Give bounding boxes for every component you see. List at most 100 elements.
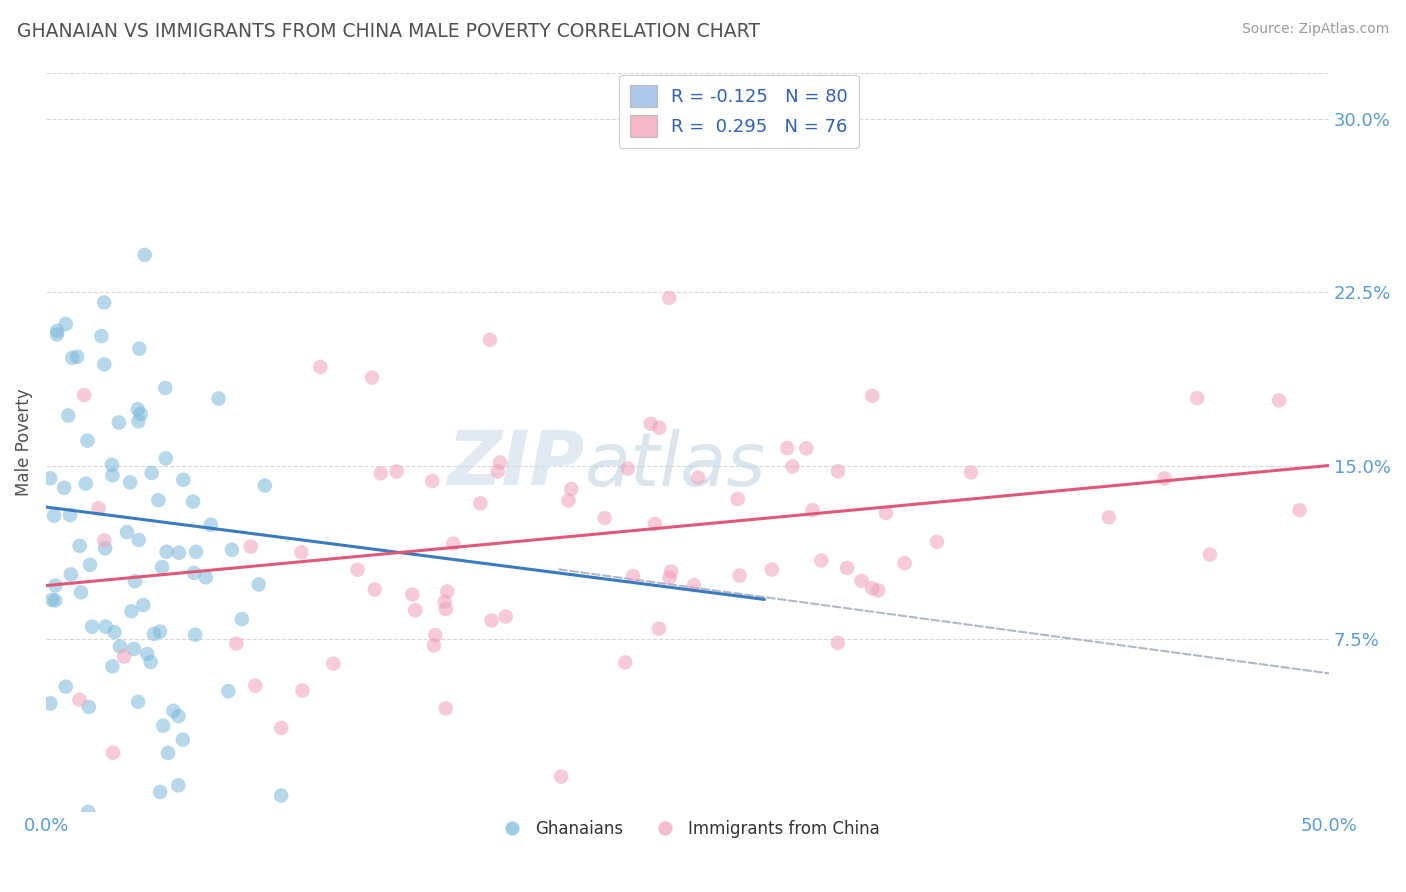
Point xyxy=(101,458,124,472)
Text: Source: ZipAtlas.com: Source: ZipAtlas.com xyxy=(1241,22,1389,37)
Point xyxy=(73,388,96,402)
Point xyxy=(231,612,253,626)
Point xyxy=(134,248,156,262)
Point xyxy=(363,582,385,597)
Point xyxy=(640,417,662,431)
Point xyxy=(827,464,849,478)
Point xyxy=(87,501,110,516)
Point xyxy=(127,414,149,428)
Point xyxy=(614,656,637,670)
Point xyxy=(851,574,873,588)
Point xyxy=(481,614,503,628)
Point xyxy=(1288,503,1310,517)
Point xyxy=(1199,548,1222,562)
Point xyxy=(42,508,65,523)
Point xyxy=(346,563,368,577)
Point xyxy=(55,680,77,694)
Point xyxy=(94,541,117,556)
Point xyxy=(69,539,91,553)
Point xyxy=(127,695,149,709)
Point xyxy=(648,622,671,636)
Point xyxy=(44,593,66,607)
Point xyxy=(434,701,457,715)
Point xyxy=(162,704,184,718)
Point xyxy=(686,470,709,484)
Point xyxy=(120,604,142,618)
Point xyxy=(370,467,392,481)
Point xyxy=(194,570,217,584)
Point xyxy=(69,692,91,706)
Point xyxy=(167,778,190,792)
Point xyxy=(53,481,76,495)
Point xyxy=(593,511,616,525)
Point xyxy=(925,534,948,549)
Point xyxy=(1185,391,1208,405)
Point xyxy=(727,491,749,506)
Point xyxy=(207,392,229,406)
Y-axis label: Male Poverty: Male Poverty xyxy=(15,389,32,496)
Point xyxy=(420,474,443,488)
Point xyxy=(644,516,666,531)
Point xyxy=(385,465,408,479)
Point xyxy=(245,679,267,693)
Point xyxy=(60,351,83,365)
Point xyxy=(782,459,804,474)
Point xyxy=(181,494,204,508)
Point xyxy=(486,465,509,479)
Point xyxy=(132,598,155,612)
Point xyxy=(77,700,100,714)
Point xyxy=(143,627,166,641)
Point xyxy=(425,628,447,642)
Point xyxy=(658,291,681,305)
Point xyxy=(683,578,706,592)
Point xyxy=(101,468,124,483)
Point xyxy=(183,566,205,580)
Point xyxy=(122,642,145,657)
Point xyxy=(76,434,98,448)
Point xyxy=(290,545,312,559)
Text: atlas: atlas xyxy=(585,428,766,500)
Point xyxy=(960,466,983,480)
Point xyxy=(103,625,125,640)
Point xyxy=(860,389,883,403)
Point xyxy=(291,683,314,698)
Point xyxy=(761,562,783,576)
Point xyxy=(127,402,149,417)
Point xyxy=(124,574,146,589)
Point xyxy=(108,416,131,430)
Point xyxy=(253,478,276,492)
Point xyxy=(128,342,150,356)
Point xyxy=(94,619,117,633)
Point xyxy=(441,536,464,550)
Point xyxy=(776,441,799,455)
Point xyxy=(557,493,579,508)
Point xyxy=(860,581,883,595)
Point xyxy=(93,533,115,548)
Point xyxy=(108,640,131,654)
Point xyxy=(101,659,124,673)
Point xyxy=(221,542,243,557)
Point xyxy=(149,785,172,799)
Point xyxy=(801,503,824,517)
Point xyxy=(648,421,671,435)
Point xyxy=(239,540,262,554)
Point xyxy=(148,493,170,508)
Point xyxy=(489,456,512,470)
Point xyxy=(404,603,426,617)
Point xyxy=(436,584,458,599)
Point xyxy=(167,709,190,723)
Text: ZIP: ZIP xyxy=(447,428,585,501)
Point xyxy=(868,583,890,598)
Point xyxy=(80,619,103,633)
Point xyxy=(225,636,247,650)
Point xyxy=(495,609,517,624)
Point xyxy=(101,746,124,760)
Point xyxy=(155,381,177,395)
Point xyxy=(470,496,492,510)
Point xyxy=(59,567,82,582)
Point xyxy=(155,545,177,559)
Point xyxy=(617,461,640,475)
Point xyxy=(247,577,270,591)
Point xyxy=(1153,471,1175,485)
Point xyxy=(184,545,207,559)
